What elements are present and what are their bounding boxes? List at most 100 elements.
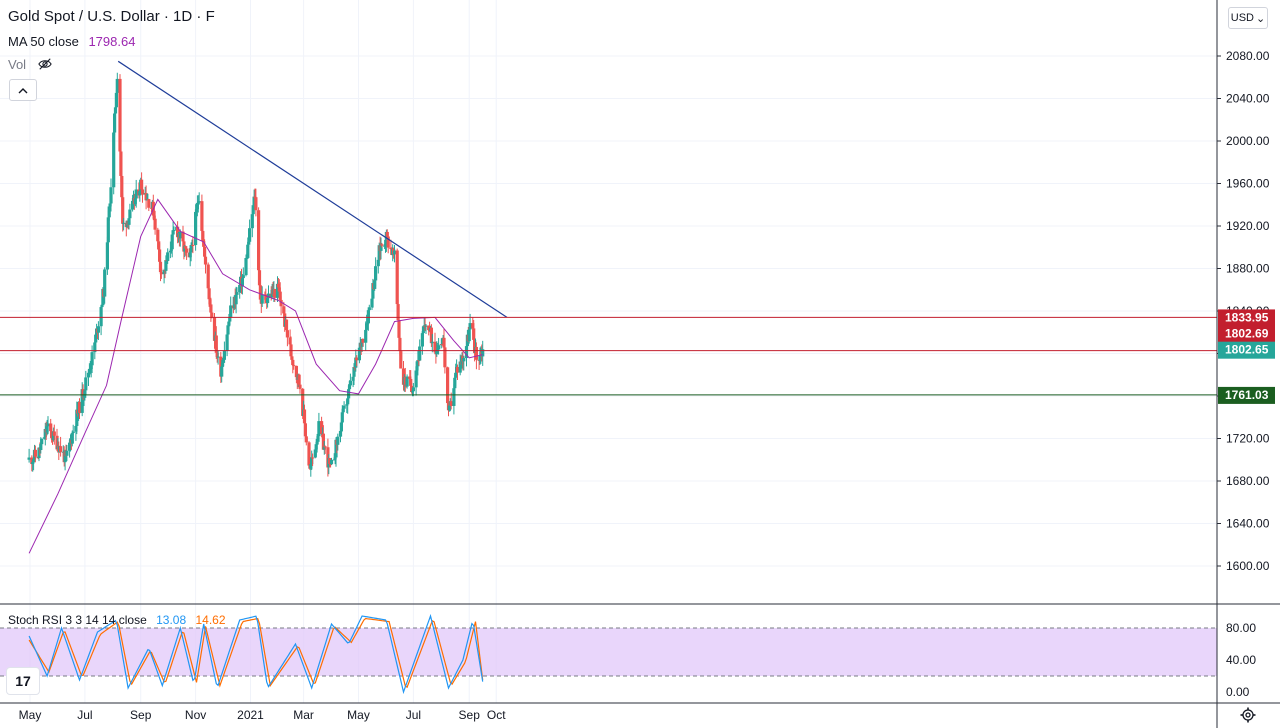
candle-down xyxy=(301,388,305,416)
candle-up xyxy=(453,377,457,389)
candle-down xyxy=(121,197,125,224)
trendline xyxy=(117,60,508,318)
candle-up xyxy=(452,388,456,406)
level-label-bg xyxy=(1218,325,1275,343)
candle-down xyxy=(158,249,162,262)
candle-up xyxy=(188,252,192,258)
time-tick-label: Jul xyxy=(406,708,421,722)
candle-up xyxy=(189,245,193,253)
candle-up xyxy=(171,230,175,235)
candle-down xyxy=(30,457,34,465)
candle-down xyxy=(156,229,160,242)
candle-up xyxy=(478,356,482,361)
candle-up xyxy=(107,206,111,218)
vol-legend: Vol xyxy=(8,57,52,72)
candle-up xyxy=(39,444,43,451)
candle-down xyxy=(433,341,437,353)
candle-down xyxy=(473,339,477,354)
candle-down xyxy=(321,433,325,450)
candle-up xyxy=(133,198,137,205)
price-tick-label: 1720.00 xyxy=(1226,432,1270,446)
candle-up xyxy=(65,450,69,456)
candle-up xyxy=(96,326,100,333)
candle-down xyxy=(157,241,161,250)
stoch-k-line xyxy=(28,613,484,695)
candle-down xyxy=(201,230,205,242)
gear-icon[interactable] xyxy=(1240,707,1256,723)
candle-up xyxy=(370,298,374,308)
eye-hidden-icon[interactable] xyxy=(37,57,52,71)
candle-down xyxy=(185,248,189,253)
candle-down xyxy=(410,385,414,393)
candle-down xyxy=(396,304,400,321)
candle-up xyxy=(436,349,440,351)
candle-up xyxy=(467,329,471,342)
candle-up xyxy=(101,288,105,306)
candle-up xyxy=(435,350,439,355)
candle-down xyxy=(254,197,258,211)
candle-down xyxy=(257,210,261,271)
candle-down xyxy=(397,320,401,338)
candle-up xyxy=(114,92,118,108)
candle-down xyxy=(386,236,390,248)
candle-up xyxy=(464,346,469,359)
stoch-tick-label: 40.00 xyxy=(1226,653,1256,667)
stoch-pane xyxy=(0,613,1217,695)
candle-down xyxy=(50,431,54,438)
collapse-legend-button[interactable] xyxy=(9,79,37,101)
symbol-title[interactable]: Gold Spot / U.S. Dollar · 1D · F xyxy=(8,8,215,25)
stoch-d-value: 14.62 xyxy=(195,613,226,627)
candle-up xyxy=(68,442,72,451)
candle-up xyxy=(310,457,314,465)
candle-down xyxy=(292,365,296,367)
candle-up xyxy=(238,284,242,293)
candle-down xyxy=(328,458,332,464)
stoch-k-value: 13.08 xyxy=(156,613,187,627)
candle-down xyxy=(120,175,124,198)
candle-up xyxy=(248,228,252,242)
candle-up xyxy=(229,305,233,317)
candle-down xyxy=(184,246,188,249)
time-tick-label: May xyxy=(347,708,370,722)
candle-up xyxy=(108,203,112,207)
currency-selector[interactable]: USD ⌄ xyxy=(1228,7,1268,29)
candle-up xyxy=(374,266,378,281)
candle-up xyxy=(84,377,88,391)
candle-up xyxy=(194,209,199,212)
candle-up xyxy=(112,132,116,188)
stoch-tick-label: 0.00 xyxy=(1226,685,1250,699)
candle-up xyxy=(415,366,419,371)
candle-down xyxy=(361,338,365,343)
candle-up xyxy=(392,250,397,255)
candle-up xyxy=(341,408,345,413)
candle-down xyxy=(440,344,444,346)
candle-down xyxy=(214,335,218,353)
candle-up xyxy=(332,459,336,461)
time-tick-label: May xyxy=(19,708,42,722)
candle-up xyxy=(246,244,250,258)
candle-up xyxy=(241,275,245,279)
candle-down xyxy=(55,435,59,450)
candle-up xyxy=(90,352,94,366)
candle-down xyxy=(81,389,85,398)
candle-up xyxy=(37,447,41,459)
candle-down xyxy=(212,317,217,341)
candle-down xyxy=(429,327,433,344)
candle-up xyxy=(462,358,466,362)
chevron-down-icon: ⌄ xyxy=(1256,12,1266,25)
candle-down xyxy=(49,423,53,432)
candle-down xyxy=(279,299,283,307)
candle-down xyxy=(326,447,330,468)
candle-down xyxy=(323,446,327,448)
candle-down xyxy=(401,368,406,385)
candle-down xyxy=(284,319,289,331)
candle-up xyxy=(333,457,337,460)
candle-up xyxy=(373,280,377,289)
candle-up xyxy=(138,191,142,196)
candle-down xyxy=(303,423,307,437)
candle-down xyxy=(144,192,148,201)
candle-up xyxy=(235,292,239,295)
tradingview-logo[interactable]: 17 xyxy=(6,667,40,695)
candle-up xyxy=(430,341,434,344)
